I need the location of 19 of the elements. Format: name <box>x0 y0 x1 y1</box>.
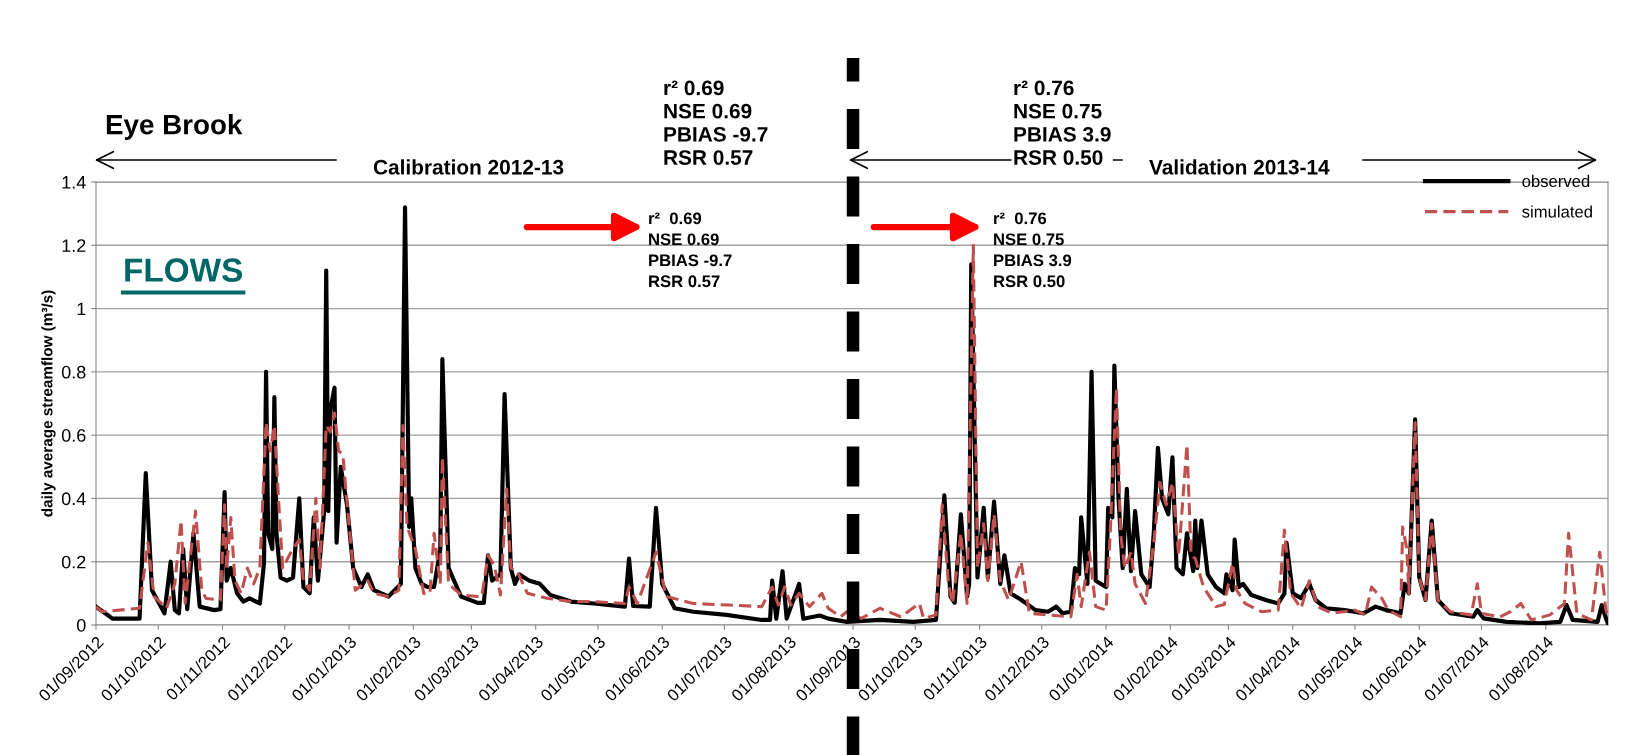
y-tick-label: 0.8 <box>61 365 86 379</box>
y-tick-label: 1.4 <box>62 176 86 189</box>
legend-label: simulated <box>1522 205 1592 218</box>
annotation: r² 0.69 NSE 0.69 PBIAS -9.7 RSR 0.57 <box>649 212 732 288</box>
y-tick-label: 0.6 <box>61 429 86 442</box>
y-tick-label: 1.2 <box>62 239 86 252</box>
text: r² 0.69 NSE 0.69 PBIAS -9.7 RSR 0.57 <box>664 80 768 165</box>
chart-title: Eye Brook <box>106 114 243 140</box>
annotation: r² 0.76 NSE 0.75 PBIAS 3.9 RSR 0.50 <box>994 212 1072 288</box>
text: Validation 2013-14 <box>1149 159 1330 175</box>
y-axis-title: daily average streamflow (m³/s) <box>41 290 56 517</box>
text: r² 0.76 NSE 0.75 PBIAS 3.9 RSR 0.50 <box>1014 80 1111 165</box>
annotation: FLOWS <box>125 258 243 282</box>
text: Calibration 2012-13 <box>373 159 564 175</box>
legend-label: observed <box>1522 174 1590 188</box>
y-tick-label: 0.4 <box>61 492 86 506</box>
y-tick-label: 0 <box>76 618 86 632</box>
y-tick-label: 0.2 <box>61 555 86 569</box>
y-tick-label: 1 <box>77 302 86 316</box>
